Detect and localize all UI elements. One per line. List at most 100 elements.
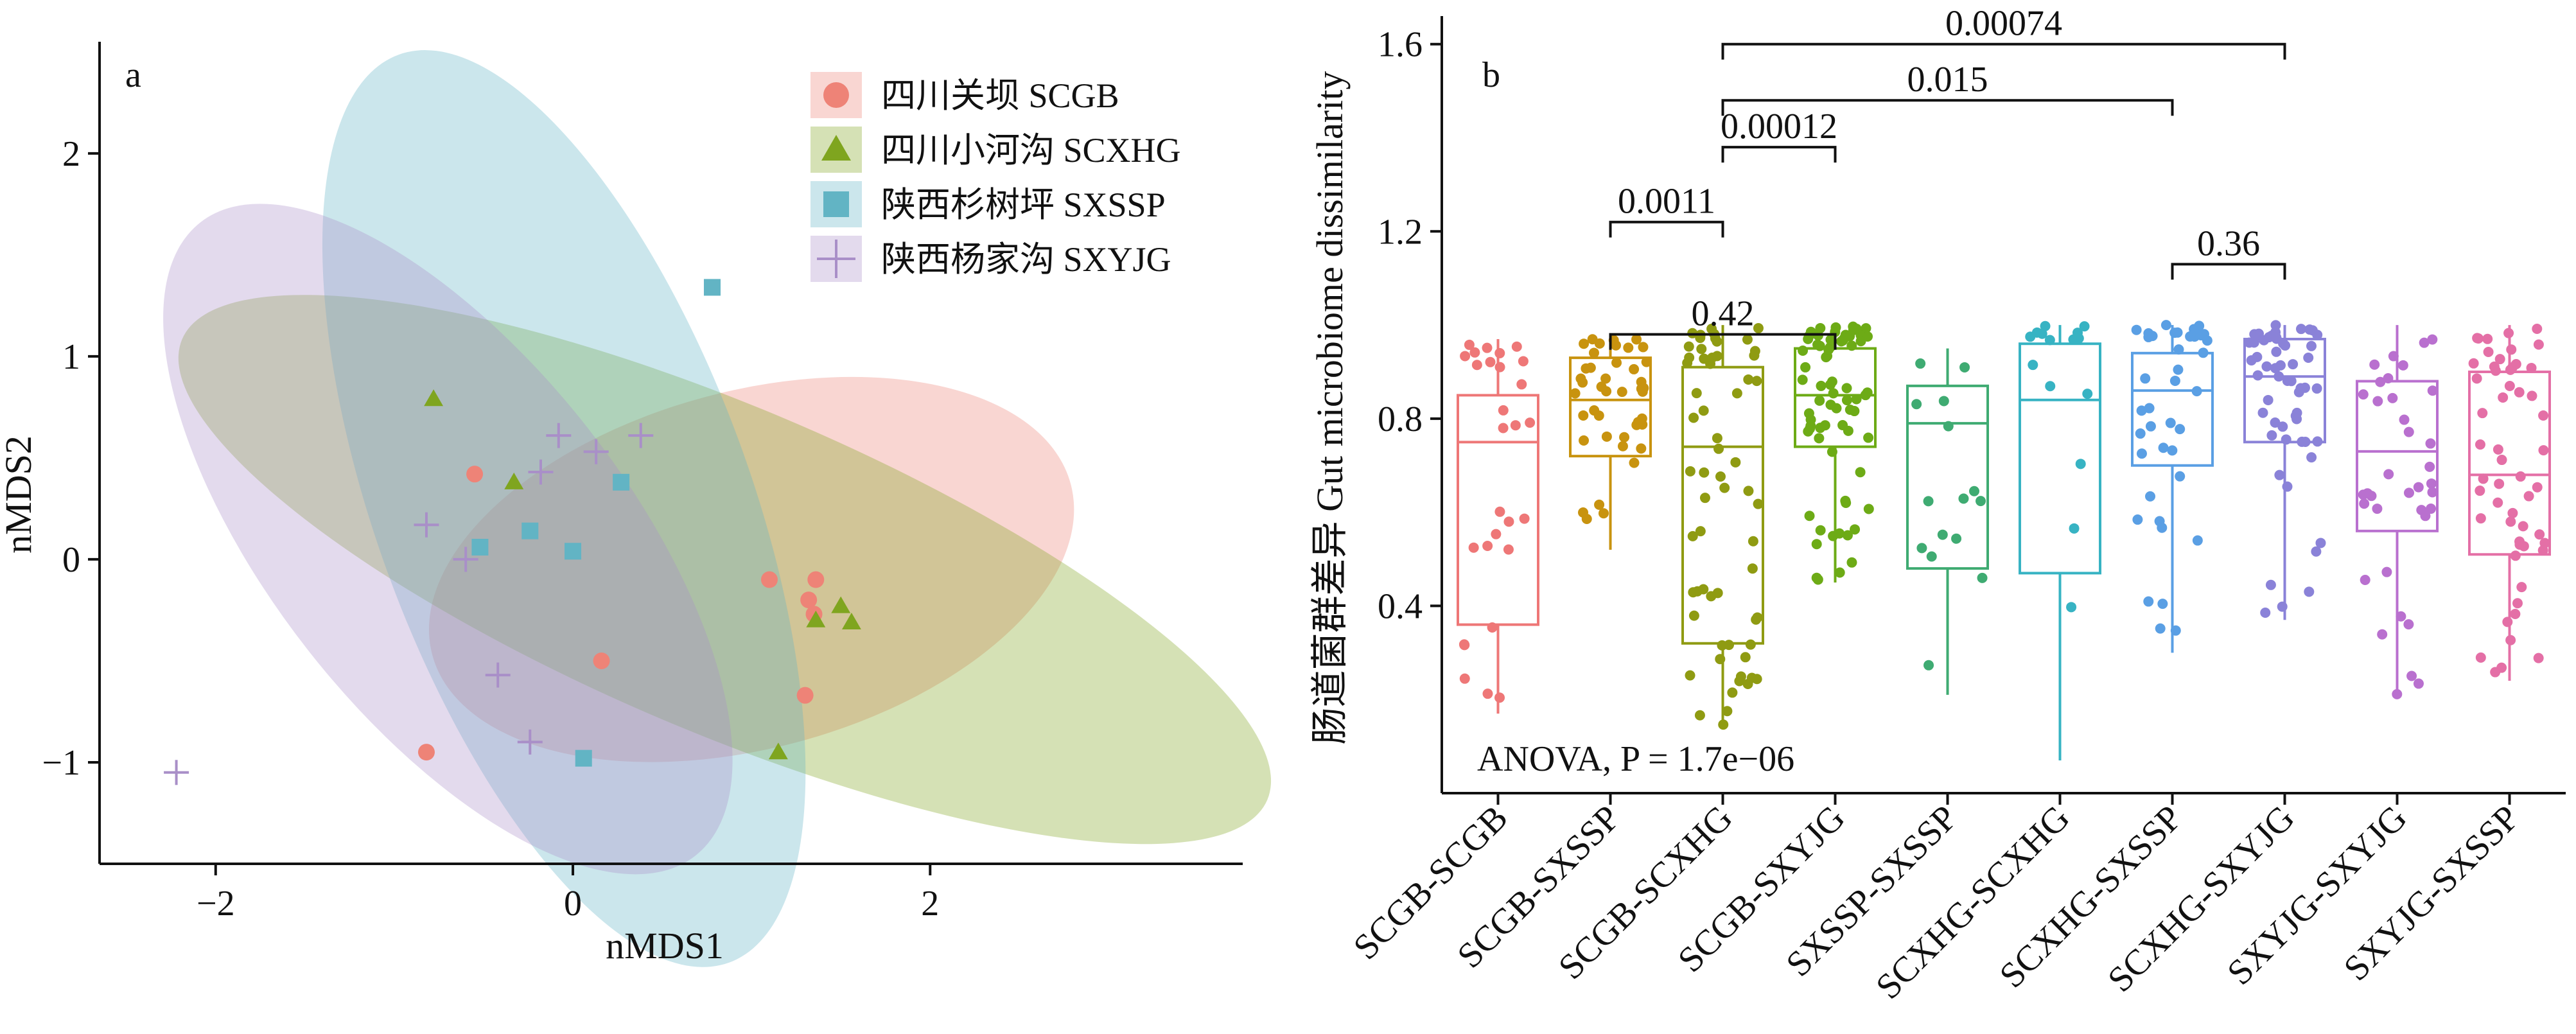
box-point-1-27 <box>1636 443 1647 454</box>
box-point-0-24 <box>1459 673 1470 684</box>
box-point-2-2 <box>1715 471 1726 482</box>
box-point-3-58 <box>1834 567 1845 578</box>
box-point-0-0 <box>1503 544 1514 555</box>
point-s0-7 <box>796 687 814 704</box>
box-point-7-52 <box>2278 338 2289 349</box>
box-point-7-5 <box>2260 608 2271 618</box>
bracket-line-4 <box>2171 263 2286 280</box>
box-point-1-15 <box>1570 388 1581 399</box>
box-rect-9 <box>2468 370 2551 556</box>
box-point-2-25 <box>1753 498 1764 509</box>
box-point-2-32 <box>1685 670 1695 681</box>
box-rect-0 <box>1457 394 1539 626</box>
box-point-6-39 <box>2167 445 2178 456</box>
point-s0-0 <box>417 744 435 761</box>
box-point-2-59 <box>1746 672 1757 683</box>
box-rect-5 <box>2019 342 2101 575</box>
box-point-9-2 <box>2477 408 2488 419</box>
point-s2-3 <box>471 538 489 556</box>
point-s2-5 <box>575 749 592 767</box>
box-point-0-15 <box>1503 516 1514 527</box>
box-point-9-6 <box>2475 486 2485 496</box>
box-point-9-33 <box>2526 362 2537 373</box>
bracket-pvalue-5: 0.42 <box>1692 294 1755 334</box>
box-rect-2 <box>1681 365 1764 645</box>
box-point-2-57 <box>1683 341 1694 352</box>
box-point-9-20 <box>2510 608 2521 619</box>
box-point-1-28 <box>1577 377 1588 388</box>
box-point-8-33 <box>2427 334 2438 345</box>
box-point-9-42 <box>2537 545 2548 556</box>
box-point-9-27 <box>2472 333 2483 344</box>
box-point-8-6 <box>2413 482 2424 493</box>
box-point-2-19 <box>1706 591 1717 602</box>
box-point-5-13 <box>2075 459 2086 469</box>
box-point-9-50 <box>2490 667 2501 678</box>
box-point-1-21 <box>1611 357 1622 368</box>
box-rect-4 <box>1906 384 1989 570</box>
box-point-6-30 <box>2192 535 2203 546</box>
box-point-8-30 <box>2426 478 2437 489</box>
box-point-1-37 <box>1619 432 1630 443</box>
box-point-8-29 <box>2396 611 2406 622</box>
box-point-4-0 <box>1959 362 1970 372</box>
box-point-8-32 <box>2427 385 2438 396</box>
box-point-8-7 <box>2372 396 2383 407</box>
bracket-pvalue-2: 0.015 <box>1907 60 1988 100</box>
box-point-9-36 <box>2482 333 2493 344</box>
box-point-2-53 <box>1713 443 1724 454</box>
box-point-3-67 <box>1841 383 1852 394</box>
box-point-8-12 <box>2419 337 2430 348</box>
box-point-6-12 <box>2136 405 2147 416</box>
point-s3-4 <box>414 512 439 538</box>
box-point-9-48 <box>2483 346 2494 357</box>
box-point-7-36 <box>2271 332 2282 343</box>
box-point-6-28 <box>2136 448 2147 459</box>
boxplots <box>1457 320 2551 760</box>
y-tick-label-1: 0 <box>62 540 80 580</box>
box-8 <box>2356 325 2439 699</box>
box-points-9 <box>2468 323 2550 678</box>
box-4 <box>1906 348 1989 695</box>
box-point-9-26 <box>2498 392 2509 403</box>
box-point-6-22 <box>2157 599 2168 609</box>
box-point-9-44 <box>2518 521 2528 532</box>
box-point-5-7 <box>2082 389 2093 399</box>
point-s1-5 <box>768 742 788 760</box>
box-point-4-12 <box>1916 543 1927 554</box>
box-point-9-7 <box>2523 491 2534 502</box>
box-point-2-58 <box>1730 457 1741 468</box>
box-rect-6 <box>2131 351 2214 467</box>
significance-bracket-2: 0.015 <box>1721 60 2174 116</box>
box-point-8-25 <box>2416 505 2427 516</box>
box-point-8-16 <box>2360 575 2370 586</box>
box-point-8-34 <box>2377 629 2388 640</box>
box-point-6-27 <box>2158 443 2169 453</box>
box-point-5-8 <box>2028 360 2038 371</box>
box-point-2-31 <box>1688 412 1699 423</box>
box-point-3-39 <box>1855 467 1866 478</box>
box-point-2-9 <box>1743 374 1754 385</box>
box-point-2-40 <box>1727 687 1738 698</box>
box-point-6-25 <box>2173 344 2184 355</box>
box-point-3-5 <box>1850 524 1861 535</box>
box-point-9-13 <box>2527 390 2537 401</box>
box-point-8-1 <box>2358 389 2369 400</box>
box-point-7-28 <box>2274 371 2284 382</box>
box-point-1-34 <box>1578 507 1589 518</box>
box-point-4-1 <box>1977 572 1988 583</box>
box-point-2-26 <box>1694 710 1705 721</box>
box-point-9-30 <box>2503 328 2514 338</box>
box-point-3-51 <box>1814 395 1825 406</box>
nmds-x-axis-title: nMDS1 <box>606 925 724 967</box>
point-s2-4 <box>565 543 582 560</box>
point-s2-2 <box>521 522 539 539</box>
box-point-1-18 <box>1638 383 1649 394</box>
legend-label-1: 四川小河沟 SCXHG <box>881 131 1181 170</box>
box-point-5-0 <box>2044 335 2055 346</box>
bracket-line-5 <box>1609 333 1837 350</box>
box-point-2-18 <box>1747 563 1758 574</box>
box-point-2-51 <box>1685 466 1695 477</box>
box-point-7-23 <box>2246 355 2257 366</box>
